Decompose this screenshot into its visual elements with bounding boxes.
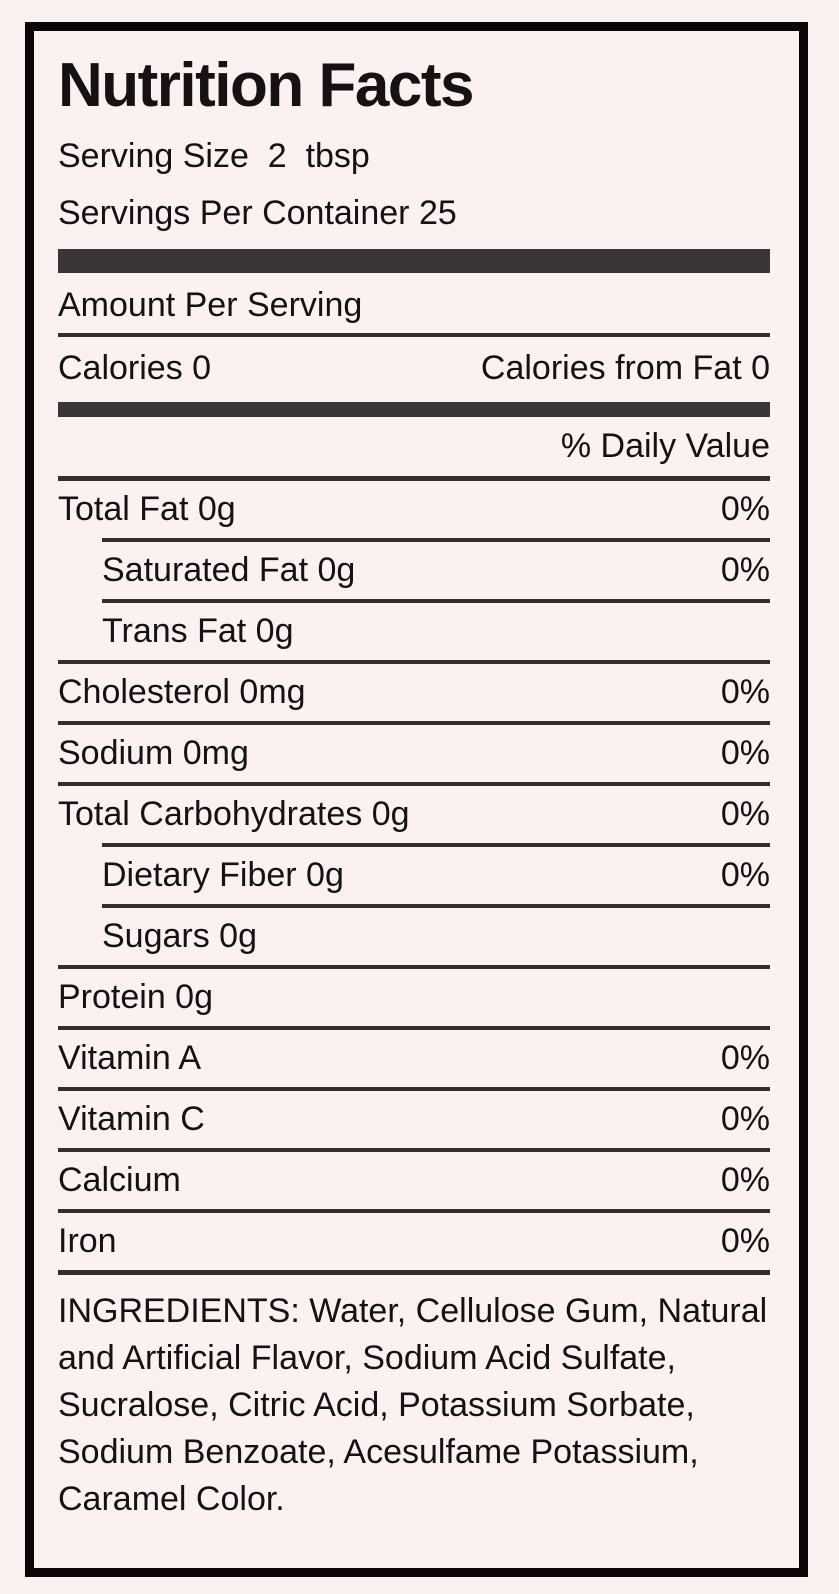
- nutrient-row-vitamin-c: Vitamin C 0%: [58, 1091, 770, 1148]
- nutrient-name: Vitamin C: [58, 1100, 205, 1139]
- calories-row: Calories 0 Calories from Fat 0: [58, 348, 770, 389]
- calories-from-fat: Calories from Fat 0: [480, 349, 770, 388]
- calories: Calories 0: [58, 349, 212, 388]
- nutrient-dv: 0%: [720, 1222, 770, 1261]
- nutrient-dv: 0%: [720, 1100, 770, 1139]
- nutrient-row-calcium: Calcium 0%: [58, 1152, 770, 1209]
- nutrient-row-trans-fat: Trans Fat 0g: [58, 603, 770, 660]
- separator: [102, 843, 770, 848]
- nutrient-name: Dietary Fiber 0g: [102, 856, 344, 895]
- nutrient-row-sodium: Sodium 0mg 0%: [58, 725, 770, 782]
- serving-size: Serving Size 2 tbsp: [58, 137, 370, 176]
- nutrient-row-saturated-fat: Saturated Fat 0g 0%: [58, 542, 770, 599]
- separator: [58, 965, 770, 970]
- separator: [58, 1270, 770, 1276]
- nutrient-name: Protein 0g: [58, 978, 213, 1017]
- separator: [58, 1209, 770, 1214]
- separator: [102, 904, 770, 909]
- nutrient-row-dietary-fiber: Dietary Fiber 0g 0%: [58, 847, 770, 904]
- separator: [102, 538, 770, 543]
- nutrient-name: Vitamin A: [58, 1039, 202, 1078]
- nutrient-name: Total Fat 0g: [58, 490, 236, 529]
- nutrient-dv: 0%: [720, 490, 770, 529]
- nutrient-row-iron: Iron 0%: [58, 1213, 770, 1270]
- nutrient-dv: 0%: [720, 795, 770, 834]
- nutrient-dv: 0%: [720, 673, 770, 712]
- nutrient-dv: 0%: [720, 856, 770, 895]
- separator: [58, 476, 770, 482]
- daily-value-header: % Daily Value: [560, 427, 770, 466]
- nutrient-dv: 0%: [720, 734, 770, 773]
- thick-divider-bar: [58, 249, 770, 274]
- nutrient-row-sugars: Sugars 0g: [58, 908, 770, 965]
- nutrient-row-total-carbohydrates: Total Carbohydrates 0g 0%: [58, 786, 770, 843]
- nutrient-name: Saturated Fat 0g: [102, 551, 356, 590]
- separator: [58, 782, 770, 787]
- amount-per-serving: Amount Per Serving: [58, 286, 363, 325]
- nutrient-name: Sodium 0mg: [58, 734, 249, 773]
- separator: [58, 660, 770, 665]
- nutrient-row-vitamin-a: Vitamin A 0%: [58, 1030, 770, 1087]
- nutrient-dv: 0%: [720, 551, 770, 590]
- separator: [58, 1026, 770, 1031]
- nutrient-name: Iron: [58, 1222, 117, 1261]
- nutrient-row-cholesterol: Cholesterol 0mg 0%: [58, 664, 770, 721]
- nutrient-row-protein: Protein 0g: [58, 969, 770, 1026]
- nutrient-name: Cholesterol 0mg: [58, 673, 306, 712]
- separator: [58, 1148, 770, 1153]
- servings-per-container: Servings Per Container 25: [58, 194, 457, 233]
- separator: [58, 721, 770, 726]
- nutrient-name: Sugars 0g: [102, 917, 257, 956]
- medium-divider-bar: [58, 402, 770, 418]
- nutrient-dv: 0%: [720, 1039, 770, 1078]
- nutrient-name: Total Carbohydrates 0g: [58, 795, 410, 834]
- separator: [58, 333, 770, 338]
- nutrition-facts-label: Nutrition Facts Serving Size 2 tbsp Serv…: [25, 22, 808, 1577]
- ingredients-text: INGREDIENTS: Water, Cellulose Gum, Natur…: [58, 1292, 768, 1519]
- nutrient-row-total-fat: Total Fat 0g 0%: [58, 481, 770, 538]
- separator: [58, 1087, 770, 1092]
- nutrient-name: Calcium: [58, 1161, 181, 1200]
- label-title: Nutrition Facts: [58, 51, 474, 120]
- nutrient-dv: 0%: [720, 1161, 770, 1200]
- separator: [102, 599, 770, 604]
- nutrient-name: Trans Fat 0g: [102, 612, 294, 651]
